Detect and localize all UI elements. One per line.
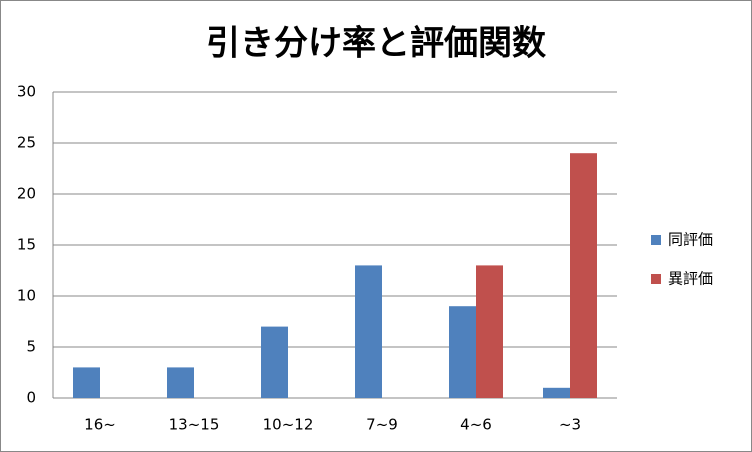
bar <box>73 367 100 398</box>
x-tick-label: 13~15 <box>169 416 220 434</box>
y-tick-label: 20 <box>17 185 36 203</box>
bar <box>570 153 597 398</box>
bar <box>449 306 476 398</box>
bar <box>355 265 382 398</box>
legend-label: 異評価 <box>668 270 713 288</box>
x-tick-label: 4~6 <box>460 416 492 434</box>
y-tick-label: 0 <box>26 389 36 407</box>
legend-swatch <box>651 274 661 284</box>
x-tick-label: 10~12 <box>263 416 314 434</box>
y-tick-label: 5 <box>26 338 36 356</box>
chart-title: 引き分け率と評価関数 <box>206 24 546 64</box>
bar <box>261 326 288 398</box>
x-tick-label: 7~9 <box>366 416 398 434</box>
y-tick-label: 15 <box>17 236 36 254</box>
legend-label: 同評価 <box>668 231 713 249</box>
y-tick-label: 25 <box>17 134 36 152</box>
bar <box>476 265 503 398</box>
x-tick-label: ~3 <box>559 416 581 434</box>
x-tick-label: 16~ <box>84 416 116 434</box>
y-tick-label: 30 <box>17 83 36 101</box>
legend-swatch <box>651 235 661 245</box>
y-tick-label: 10 <box>17 287 36 305</box>
bar <box>543 387 570 398</box>
bar <box>167 367 194 398</box>
